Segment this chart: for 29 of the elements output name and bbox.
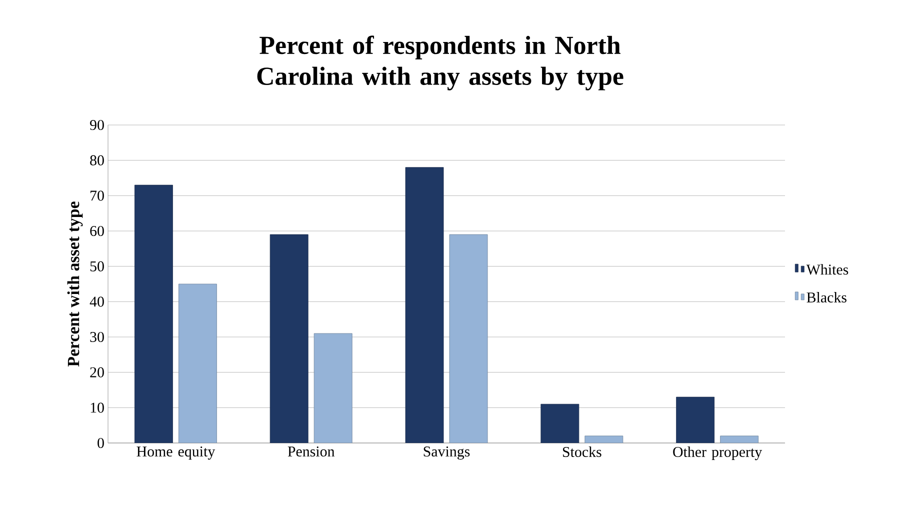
legend-label: Blacks: [806, 292, 846, 302]
bar: [449, 234, 488, 443]
y-tick-label: 0: [98, 438, 104, 448]
y-tick-label: 30: [90, 332, 104, 342]
y-tick-label: 50: [90, 261, 104, 272]
y-tick-label: 20: [90, 367, 104, 378]
y-tick-label: 40: [90, 296, 104, 307]
y-axis-title: Percent with asset type: [67, 202, 83, 367]
bar: [405, 167, 444, 443]
y-tick-label: 80: [90, 155, 104, 166]
x-tick-label: Stocks: [562, 446, 602, 458]
bar: [584, 436, 624, 443]
y-tick-label: 60: [90, 226, 104, 236]
y-tick-label: 70: [90, 190, 104, 201]
bar: [720, 436, 759, 443]
x-tick-label: Other property: [673, 446, 762, 460]
bar: [178, 284, 217, 443]
y-tick-label: 90: [90, 120, 104, 130]
chart-title: Percent of respondents in North Carolina with any assets by type: [257, 36, 624, 90]
bar: [134, 184, 173, 443]
x-tick-label: Home equity: [136, 446, 216, 460]
x-tick-label: Pension: [288, 446, 335, 457]
bar: [314, 333, 352, 443]
legend-label: Whites: [806, 264, 848, 275]
x-tick-label: Savings: [424, 446, 470, 460]
bar: [270, 234, 308, 443]
bar: [676, 396, 715, 443]
y-tick-label: 10: [90, 402, 104, 413]
bar: [540, 404, 580, 443]
